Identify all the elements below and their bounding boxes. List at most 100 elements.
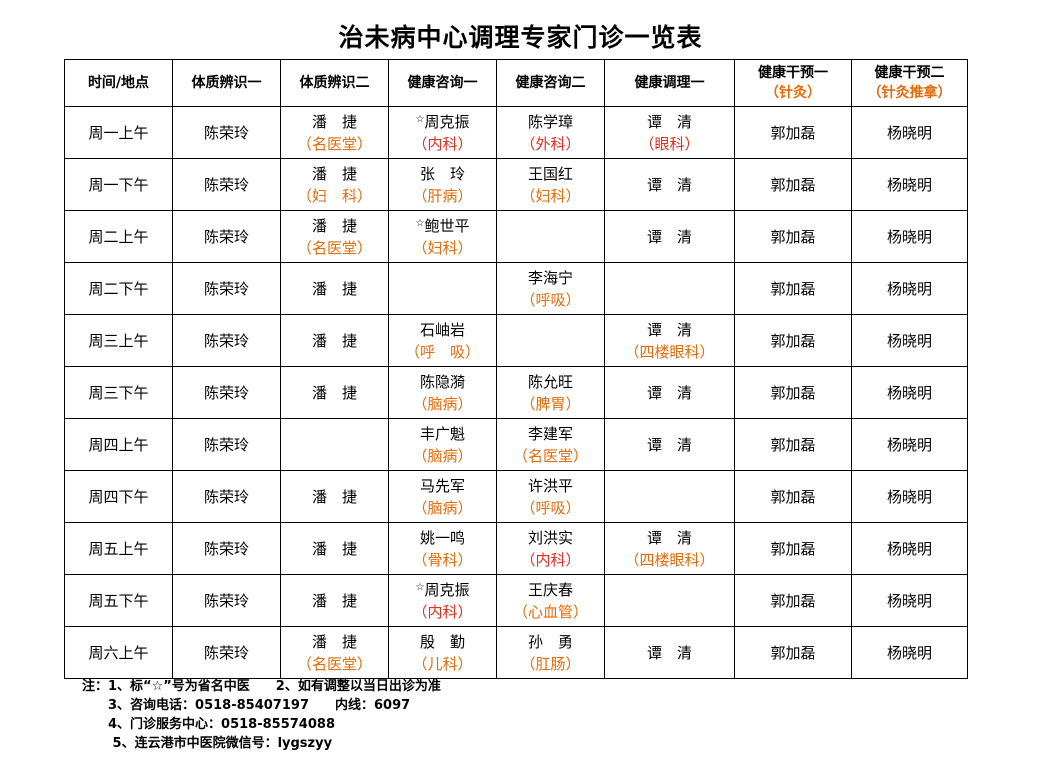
doctor-name: 谭 清 bbox=[646, 383, 692, 402]
doctor-cell: 谭 清 bbox=[604, 158, 735, 211]
doctor-cell: ☆鲍世平 （妇科） bbox=[388, 210, 497, 263]
doctor-cell: 谭 清 bbox=[604, 210, 735, 263]
doctor-cell: 郭加磊 bbox=[734, 262, 852, 315]
doctor-name-line: 马先军 bbox=[390, 475, 496, 497]
department-label: （妇科） bbox=[520, 186, 581, 205]
doctor-cell bbox=[496, 314, 605, 367]
doctor-name: 潘 捷 bbox=[311, 331, 357, 350]
doctor-name: 刘洪实 bbox=[527, 528, 573, 547]
doctor-name: 孙 勇 bbox=[527, 632, 573, 651]
department-label: （眼科） bbox=[639, 134, 700, 153]
doctor-name: 杨晓明 bbox=[886, 279, 932, 298]
doctor-name-line: 郭加磊 bbox=[736, 434, 851, 456]
doctor-cell: 谭 清 （眼科） bbox=[604, 106, 735, 159]
doctor-name: 潘 捷 bbox=[311, 216, 357, 235]
doctor-name: 郭加磊 bbox=[770, 591, 816, 610]
doctor-cell: 陈允旺 （脾胃） bbox=[496, 366, 605, 419]
star-icon: ☆ bbox=[415, 581, 425, 593]
department-label: （外科） bbox=[520, 134, 581, 153]
department-label: （内科） bbox=[412, 134, 473, 153]
doctor-cell: ☆周克振 （内科） bbox=[388, 106, 497, 159]
department-label: （骨科） bbox=[412, 550, 473, 569]
doctor-name: 郭加磊 bbox=[770, 227, 816, 246]
doctor-name-line: 李海宁 bbox=[498, 267, 604, 289]
doctor-name: 郭加磊 bbox=[770, 539, 816, 558]
department-label: （肝病） bbox=[412, 186, 473, 205]
doctor-name: 陈荣玲 bbox=[203, 279, 249, 298]
doctor-name: 陈学璋 bbox=[527, 112, 573, 131]
doctor-name: 李海宁 bbox=[527, 268, 573, 287]
doctor-cell bbox=[496, 210, 605, 263]
doctor-cell: ☆周克振 （内科） bbox=[388, 574, 497, 627]
department-label: （肛肠） bbox=[520, 654, 581, 673]
footnote-line: 4、门诊服务中心：0518-85574088 bbox=[82, 717, 335, 732]
doctor-cell: 潘 捷 bbox=[280, 314, 389, 367]
doctor-cell: 杨晓明 bbox=[851, 418, 968, 471]
doctor-cell: 陈荣玲 bbox=[172, 262, 281, 315]
doctor-cell: 陈荣玲 bbox=[172, 314, 281, 367]
doctor-name: 陈允旺 bbox=[527, 372, 573, 391]
doctor-name-line: 郭加磊 bbox=[736, 122, 851, 144]
department-label: （脑病） bbox=[412, 446, 473, 465]
doctor-name-line: 陈荣玲 bbox=[174, 590, 280, 612]
doctor-name-line: 陈荣玲 bbox=[174, 330, 280, 352]
column-header: 健康干预一 （针灸） bbox=[734, 59, 852, 107]
doctor-cell: 杨晓明 bbox=[851, 106, 968, 159]
doctor-cell: 陈荣玲 bbox=[172, 210, 281, 263]
doctor-name-line: 陈允旺 bbox=[498, 371, 604, 393]
doctor-cell bbox=[280, 418, 389, 471]
doctor-name: 陈隐漪 bbox=[419, 372, 465, 391]
doctor-name: 陈荣玲 bbox=[203, 227, 249, 246]
doctor-cell: 杨晓明 bbox=[851, 574, 968, 627]
doctor-cell: 郭加磊 bbox=[734, 522, 852, 575]
doctor-name-line: 郭加磊 bbox=[736, 538, 851, 560]
footnote-line: 5、连云港市中医院微信号：lygszyy bbox=[82, 736, 333, 751]
doctor-name-line: 许洪平 bbox=[498, 475, 604, 497]
department-label: （呼吸） bbox=[520, 498, 581, 517]
doctor-name: 丰广魁 bbox=[419, 424, 465, 443]
doctor-cell: 陈荣玲 bbox=[172, 574, 281, 627]
doctor-name-line: 姚一鸣 bbox=[390, 527, 496, 549]
doctor-name: 杨晓明 bbox=[886, 539, 932, 558]
department-label: （名医堂） bbox=[296, 654, 372, 673]
doctor-name-line: 潘 捷 bbox=[282, 538, 388, 560]
table-row: 周一下午 陈荣玲 潘 捷 （妇 科） 张 玲 （肝病） 王国红 （妇科） 谭 清 郭加磊 杨晓明 bbox=[64, 158, 968, 211]
doctor-name-line: 郭加磊 bbox=[736, 382, 851, 404]
doctor-cell: 郭加磊 bbox=[734, 314, 852, 367]
doctor-name: 陈荣玲 bbox=[203, 643, 249, 662]
doctor-cell: 王庆春 （心血管） bbox=[496, 574, 605, 627]
doctor-cell: 陈荣玲 bbox=[172, 158, 281, 211]
column-header: 时间/地点 bbox=[64, 59, 173, 107]
table-row: 周五上午 陈荣玲 潘 捷 姚一鸣 （骨科） 刘洪实 （内科） 谭 清 （四楼眼科） 郭加磊 杨晓明 bbox=[64, 522, 968, 575]
doctor-name: 周克振 bbox=[424, 580, 470, 599]
doctor-cell: 杨晓明 bbox=[851, 158, 968, 211]
doctor-name: 陈荣玲 bbox=[203, 331, 249, 350]
table-row: 周四上午 陈荣玲 丰广魁 （脑病） 李建军 （名医堂） 谭 清 郭加磊 杨晓明 bbox=[64, 418, 968, 471]
doctor-name-line: 杨晓明 bbox=[853, 278, 967, 300]
doctor-name: 许洪平 bbox=[527, 476, 573, 495]
doctor-name-line: 杨晓明 bbox=[853, 226, 967, 248]
doctor-cell: 潘 捷 （名医堂） bbox=[280, 210, 389, 263]
doctor-name-line: 陈荣玲 bbox=[174, 382, 280, 404]
doctor-cell: 潘 捷 （妇 科） bbox=[280, 158, 389, 211]
doctor-name: 潘 捷 bbox=[311, 383, 357, 402]
doctor-name-line: 陈荣玲 bbox=[174, 226, 280, 248]
doctor-cell: 陈荣玲 bbox=[172, 106, 281, 159]
doctor-cell: 陈荣玲 bbox=[172, 626, 281, 679]
column-header: 健康咨询一 bbox=[388, 59, 497, 107]
doctor-cell bbox=[388, 262, 497, 315]
doctor-cell: 杨晓明 bbox=[851, 470, 968, 523]
table-row: 周六上午 陈荣玲 潘 捷 （名医堂） 殷 勤 （儿科） 孙 勇 （肛肠） 谭 清 郭加磊 杨晓明 bbox=[64, 626, 968, 679]
doctor-name-line: 潘 捷 bbox=[282, 486, 388, 508]
doctor-name: 杨晓明 bbox=[886, 643, 932, 662]
doctor-name-line: 石岫岩 bbox=[390, 319, 496, 341]
doctor-cell: 陈荣玲 bbox=[172, 418, 281, 471]
doctor-name: 周克振 bbox=[424, 112, 470, 131]
doctor-cell: 杨晓明 bbox=[851, 314, 968, 367]
column-header-label: 体质辨识一 bbox=[191, 75, 262, 91]
doctor-name-line: 郭加磊 bbox=[736, 226, 851, 248]
page-title: 治未病中心调理专家门诊一览表 bbox=[338, 23, 703, 52]
time-slot-cell: 周二上午 bbox=[64, 210, 173, 263]
doctor-name-line: ☆周克振 bbox=[390, 111, 496, 133]
department-label: （呼吸） bbox=[520, 290, 581, 309]
